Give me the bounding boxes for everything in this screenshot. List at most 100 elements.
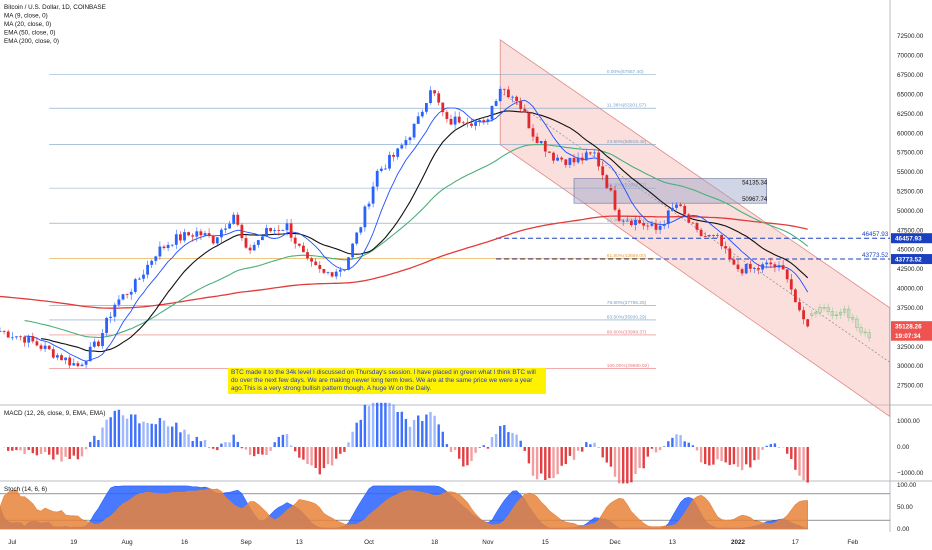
candle-body xyxy=(187,232,190,236)
price-tag-label[interactable]: 35128.26 xyxy=(895,324,922,331)
time-tick-label[interactable]: Sep xyxy=(240,539,252,546)
candle-body xyxy=(47,345,51,350)
candle-body xyxy=(683,205,687,215)
candle-body xyxy=(724,246,728,249)
candle-body xyxy=(638,220,641,224)
candle-body xyxy=(474,121,477,126)
candle-body xyxy=(27,336,31,343)
macd-bar xyxy=(101,427,104,447)
time-tick-label[interactable]: Nov xyxy=(482,539,494,546)
time-tick-label[interactable]: 16 xyxy=(181,539,189,546)
macd-bar xyxy=(466,447,469,466)
macd-title[interactable]: MACD (12, 26, close, 9, EMA, EMA) xyxy=(4,410,105,417)
stoch-tick-label[interactable]: 50.00 xyxy=(897,504,913,511)
price-tick-label[interactable]: 52500.00 xyxy=(897,188,924,195)
price-tag-label[interactable]: 43773.52 xyxy=(895,256,922,263)
macd-bar xyxy=(745,447,748,465)
time-tick-label[interactable]: 2022 xyxy=(731,539,746,546)
price-tag[interactable] xyxy=(891,254,932,265)
box-low-label: 50967.74 xyxy=(742,197,768,203)
time-tick-label[interactable]: 17 xyxy=(792,539,800,546)
price-tick-label[interactable]: 45000.00 xyxy=(897,247,924,254)
macd-bar xyxy=(109,417,112,447)
candle-body xyxy=(617,209,621,221)
macd-bar xyxy=(507,432,510,447)
indicator-ema200[interactable]: EMA (200, close, 0) xyxy=(4,38,59,45)
macd-bar xyxy=(60,447,63,462)
time-tick-label[interactable]: Aug xyxy=(121,539,133,546)
price-tick-label[interactable]: 47500.00 xyxy=(897,227,924,234)
macd-bar xyxy=(269,447,272,451)
price-tick-label[interactable]: 30000.00 xyxy=(897,363,924,370)
time-tick-label[interactable]: Oct xyxy=(364,539,374,546)
fib-level-label: 11.36%(63201.57) xyxy=(607,103,647,109)
time-tick-label[interactable]: 19 xyxy=(70,539,78,546)
candle-body xyxy=(507,89,510,98)
price-tag[interactable] xyxy=(891,321,932,332)
macd-tick-label[interactable]: 1000.00 xyxy=(897,418,920,425)
candle-body xyxy=(728,248,732,260)
macd-bar xyxy=(490,437,494,447)
projection-candle xyxy=(830,311,834,316)
macd-tick-label[interactable]: −1000.00 xyxy=(897,470,924,477)
macd-bar xyxy=(166,426,170,447)
time-tick-label[interactable]: Feb xyxy=(847,539,858,546)
price-tag[interactable] xyxy=(891,233,932,244)
price-tick-label[interactable]: 65000.00 xyxy=(897,91,924,98)
time-tick-label[interactable]: 18 xyxy=(431,539,439,546)
candle-body xyxy=(490,105,494,120)
time-tick-label[interactable]: 13 xyxy=(669,539,677,546)
indicator-ema50[interactable]: EMA (50, close, 0) xyxy=(4,30,55,37)
indicator-ma9[interactable]: MA (9, close, 0) xyxy=(4,13,48,20)
macd-bar xyxy=(671,437,674,447)
main-price-pane[interactable]: 0.00%(67557.40) 11.36%(63201.57) 23.60%(58… xyxy=(0,0,932,532)
candle-body xyxy=(675,204,678,208)
stoch-tick-label[interactable]: 100.00 xyxy=(897,482,917,489)
time-tick-label[interactable]: 13 xyxy=(296,539,304,546)
price-axis[interactable]: 27500.0030000.0032500.0035000.0037500.00… xyxy=(891,33,932,533)
candle-body xyxy=(105,317,108,334)
candle-body xyxy=(580,157,584,161)
macd-bar xyxy=(650,447,654,449)
price-tag-label[interactable]: 19:07:34 xyxy=(895,333,921,340)
level-label: 43773.52 xyxy=(862,252,889,259)
projection-candle xyxy=(826,307,830,312)
macd-bar xyxy=(654,447,658,453)
time-tick-label[interactable]: Jul xyxy=(8,539,16,546)
macd-bar xyxy=(663,446,666,447)
price-tick-label[interactable]: 55000.00 xyxy=(897,169,924,176)
candle-body xyxy=(375,170,379,187)
macd-tick-label[interactable]: 0.00 xyxy=(897,444,910,451)
price-tick-label[interactable]: 37500.00 xyxy=(897,305,924,312)
price-tick-label[interactable]: 67500.00 xyxy=(897,72,924,79)
time-tick-label[interactable]: 15 xyxy=(542,539,550,546)
fib-level-label: 23.60%(58518.48) xyxy=(607,139,647,145)
range-box xyxy=(573,178,767,204)
time-axis[interactable]: Jul 19 Aug 16 Sep 13 Oct 18 Nov 15 Dec 13 2022 17 Feb xyxy=(8,539,858,546)
macd-bar xyxy=(708,447,711,466)
indicator-ma20[interactable]: MA (20, close, 0) xyxy=(4,21,51,28)
price-tick-label[interactable]: 27500.00 xyxy=(897,383,924,390)
price-tick-label[interactable]: 57500.00 xyxy=(897,150,924,157)
price-tick-label[interactable]: 62500.00 xyxy=(897,111,924,118)
stoch-tick-label[interactable]: 0.00 xyxy=(897,526,910,533)
macd-bar xyxy=(388,402,391,447)
macd-bar xyxy=(220,443,223,447)
price-tick-label[interactable]: 60000.00 xyxy=(897,130,924,137)
price-tick-label[interactable]: 42500.00 xyxy=(897,266,924,273)
candle-body xyxy=(802,310,805,320)
candle-body xyxy=(174,234,178,245)
price-tick-label[interactable]: 70000.00 xyxy=(897,53,924,60)
price-tick-label[interactable]: 40000.00 xyxy=(897,286,924,293)
macd-bar xyxy=(777,447,781,448)
price-tick-label[interactable]: 72500.00 xyxy=(897,33,924,40)
macd-bar xyxy=(765,445,768,447)
stoch-title[interactable]: Stoch (14, 6, 6) xyxy=(4,486,47,493)
macd-bar xyxy=(806,447,809,483)
price-tag-label[interactable]: 46457.93 xyxy=(895,236,922,243)
price-tick-label[interactable]: 50000.00 xyxy=(897,208,924,215)
price-tag[interactable] xyxy=(891,330,932,341)
time-tick-label[interactable]: Dec xyxy=(609,539,620,546)
price-tick-label[interactable]: 32500.00 xyxy=(897,344,924,351)
